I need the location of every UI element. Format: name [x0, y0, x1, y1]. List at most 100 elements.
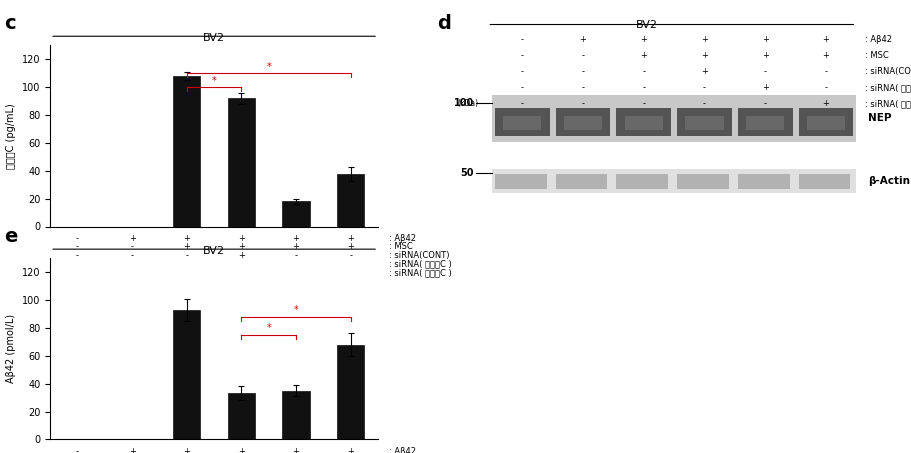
Text: -: -: [581, 83, 585, 92]
Text: -: -: [521, 67, 524, 76]
Text: +: +: [762, 51, 769, 60]
Text: -: -: [294, 269, 298, 278]
Text: e: e: [5, 226, 18, 246]
Text: -: -: [185, 260, 189, 269]
Text: -: -: [642, 99, 645, 108]
Text: -: -: [581, 99, 585, 108]
FancyBboxPatch shape: [492, 95, 856, 142]
Text: -: -: [130, 269, 134, 278]
Text: *: *: [266, 62, 271, 72]
FancyBboxPatch shape: [617, 174, 668, 189]
Text: +: +: [347, 447, 354, 453]
FancyBboxPatch shape: [556, 174, 608, 189]
Bar: [282, 390, 310, 439]
FancyBboxPatch shape: [495, 174, 547, 189]
Text: +: +: [292, 447, 300, 453]
Text: c: c: [5, 14, 16, 33]
Text: -: -: [581, 51, 585, 60]
FancyBboxPatch shape: [556, 108, 610, 136]
FancyBboxPatch shape: [564, 116, 602, 130]
Text: *: *: [293, 305, 299, 315]
Bar: [282, 202, 310, 226]
FancyBboxPatch shape: [617, 108, 671, 136]
Text: -: -: [763, 67, 767, 76]
Text: +: +: [238, 447, 245, 453]
Text: +: +: [238, 251, 245, 260]
Text: -: -: [521, 99, 524, 108]
Text: +: +: [762, 35, 769, 44]
Text: : siRNA( 단백질C ): : siRNA( 단백질C ): [865, 99, 911, 108]
FancyBboxPatch shape: [799, 174, 850, 189]
FancyBboxPatch shape: [677, 108, 732, 136]
Text: -: -: [130, 242, 134, 251]
Text: *: *: [266, 323, 271, 333]
Text: +: +: [640, 51, 647, 60]
Text: -: -: [349, 251, 353, 260]
Text: d: d: [437, 14, 451, 33]
Text: +: +: [183, 242, 190, 251]
Text: -: -: [240, 260, 243, 269]
Text: +: +: [183, 234, 190, 243]
FancyBboxPatch shape: [746, 116, 784, 130]
Text: +: +: [701, 67, 708, 76]
FancyBboxPatch shape: [625, 116, 663, 130]
Text: +: +: [579, 35, 587, 44]
Text: β-Actin: β-Actin: [867, 176, 910, 186]
Text: : Aβ42: : Aβ42: [865, 35, 893, 44]
Text: : siRNA( 단백질C ): : siRNA( 단백질C ): [865, 83, 911, 92]
Text: -: -: [349, 260, 353, 269]
Text: -: -: [824, 67, 827, 76]
Text: -: -: [130, 251, 134, 260]
Text: : siRNA( 단백질C ): : siRNA( 단백질C ): [389, 269, 452, 278]
Text: -: -: [185, 269, 189, 278]
Text: -: -: [521, 35, 524, 44]
Text: +: +: [823, 51, 829, 60]
Text: -: -: [76, 260, 79, 269]
Y-axis label: Aβ42 (pmol/L): Aβ42 (pmol/L): [6, 314, 16, 383]
Text: -: -: [76, 242, 79, 251]
FancyBboxPatch shape: [799, 108, 854, 136]
Text: BV2: BV2: [636, 20, 658, 30]
Bar: [337, 345, 364, 439]
FancyBboxPatch shape: [492, 169, 856, 193]
Text: -: -: [521, 83, 524, 92]
Text: -: -: [642, 67, 645, 76]
Y-axis label: 단백질C (pg/mL): 단백질C (pg/mL): [6, 103, 16, 169]
Bar: [228, 393, 255, 439]
Text: NEP: NEP: [867, 113, 891, 123]
Bar: [173, 310, 200, 439]
Title: BV2: BV2: [203, 33, 225, 43]
Text: +: +: [823, 35, 829, 44]
Title: BV2: BV2: [203, 246, 225, 256]
Bar: [228, 98, 255, 226]
Text: -: -: [76, 251, 79, 260]
Text: +: +: [238, 234, 245, 243]
Text: : siRNA( 단백질C ): : siRNA( 단백질C ): [389, 260, 452, 269]
Text: : Aβ42: : Aβ42: [389, 447, 416, 453]
Text: +: +: [128, 234, 136, 243]
Text: : Aβ42: : Aβ42: [389, 234, 416, 243]
Text: -: -: [763, 99, 767, 108]
Text: +: +: [640, 35, 647, 44]
Text: +: +: [238, 242, 245, 251]
Text: *: *: [211, 76, 217, 86]
Text: -: -: [581, 67, 585, 76]
Bar: [173, 76, 200, 226]
Text: : MSC: : MSC: [865, 51, 889, 60]
Text: +: +: [292, 260, 300, 269]
FancyBboxPatch shape: [738, 174, 790, 189]
Text: (kDa): (kDa): [457, 100, 479, 108]
Bar: [337, 173, 364, 226]
Text: : siRNA(CONT): : siRNA(CONT): [389, 251, 449, 260]
Text: +: +: [347, 242, 354, 251]
Text: +: +: [347, 234, 354, 243]
Text: -: -: [703, 83, 706, 92]
Text: : MSC: : MSC: [389, 242, 413, 251]
Text: +: +: [347, 269, 354, 278]
Text: +: +: [292, 242, 300, 251]
FancyBboxPatch shape: [738, 108, 793, 136]
Text: -: -: [294, 251, 298, 260]
FancyBboxPatch shape: [503, 116, 541, 130]
Text: -: -: [521, 51, 524, 60]
Text: -: -: [824, 83, 827, 92]
